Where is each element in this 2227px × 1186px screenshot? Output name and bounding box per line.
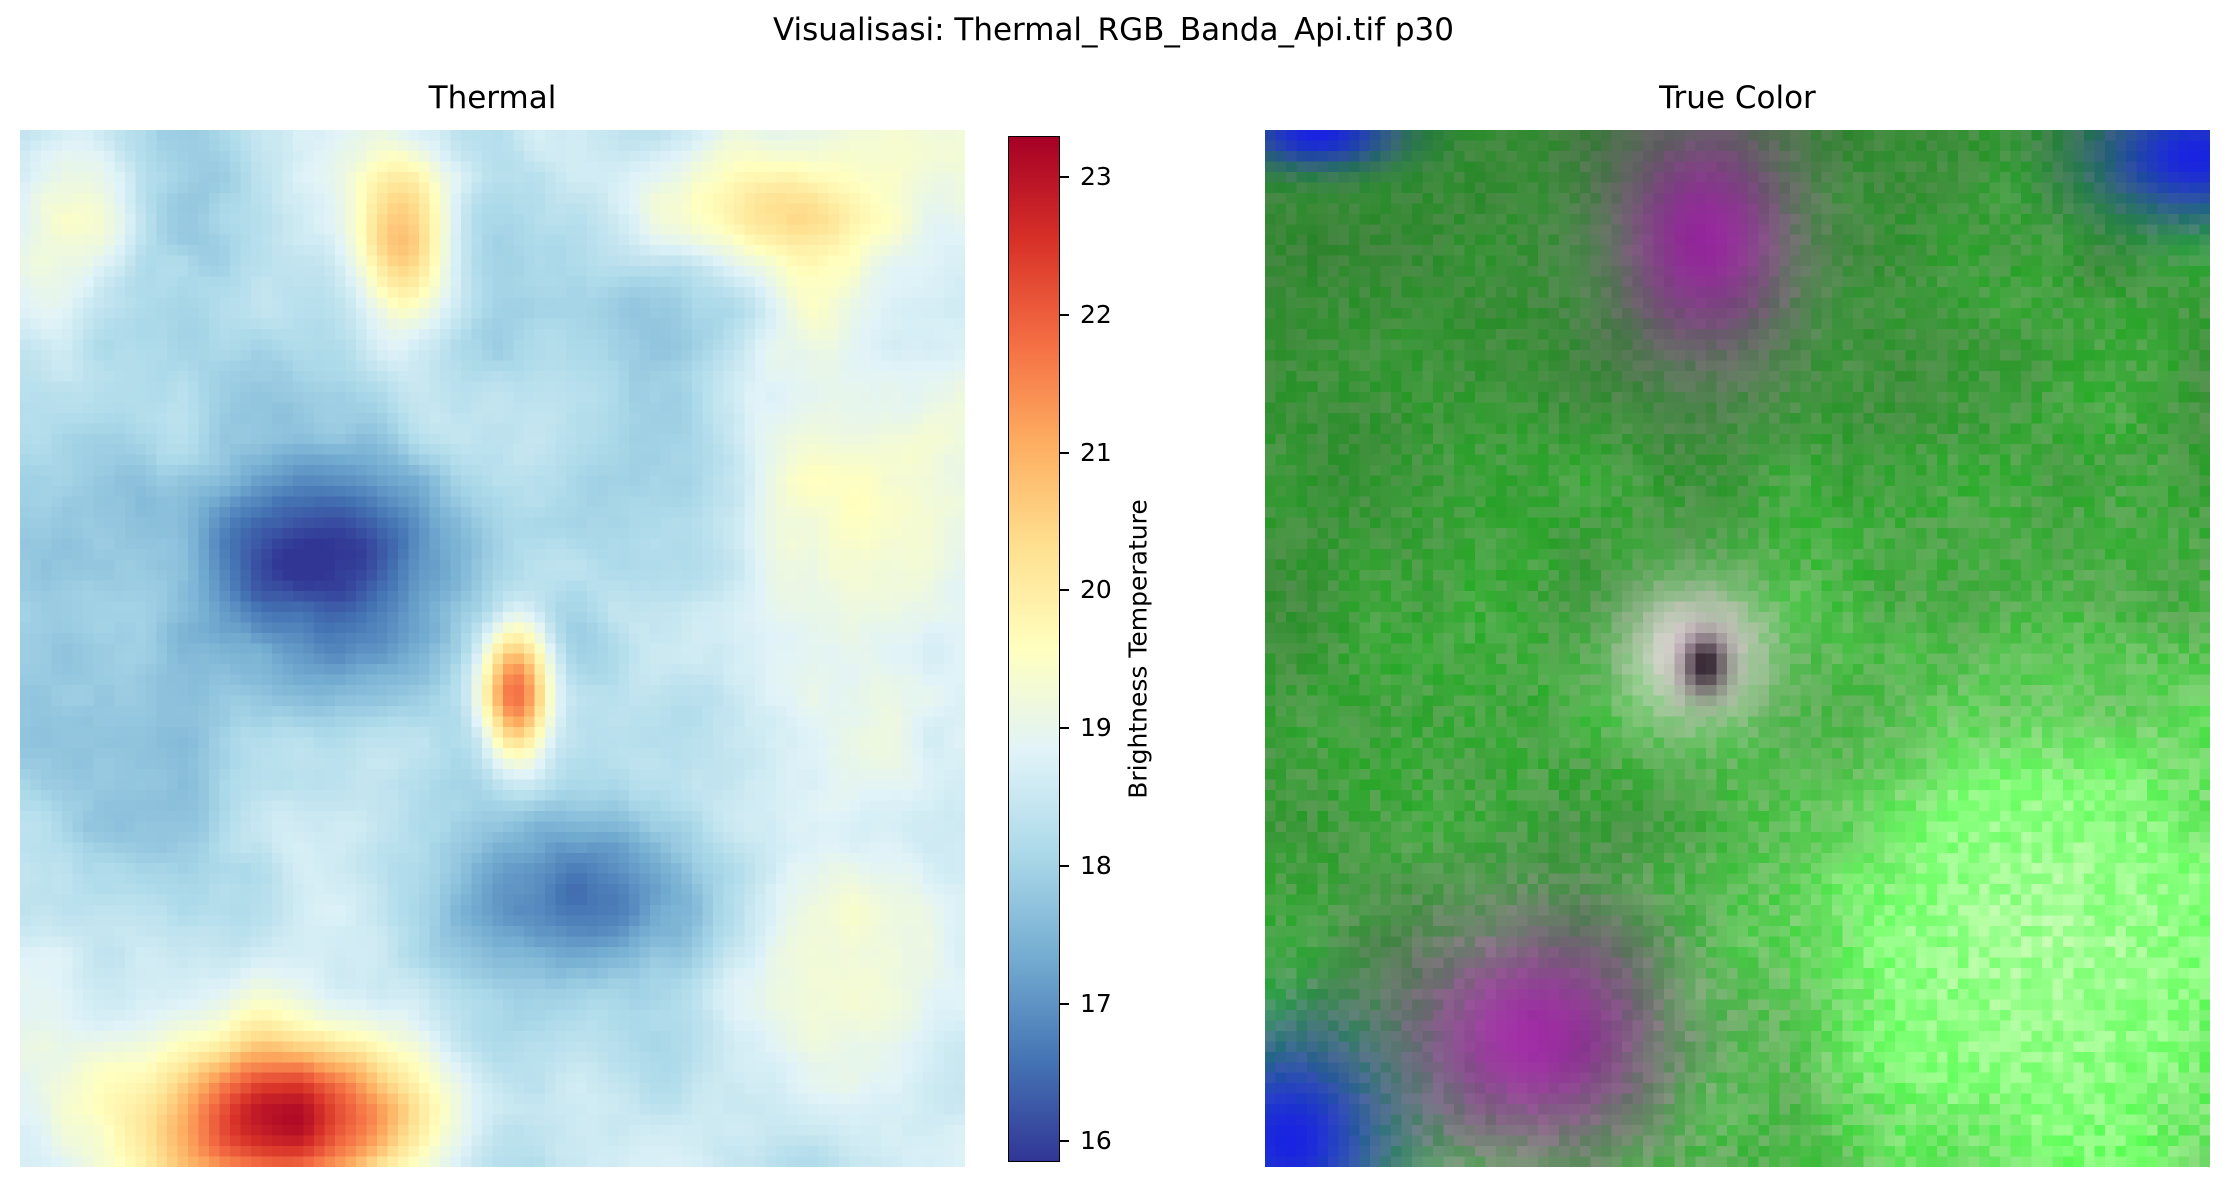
colorbar-tick-mark — [1060, 314, 1069, 317]
colorbar-tick-label: 22 — [1080, 300, 1112, 330]
colorbar-tick-mark — [1060, 451, 1069, 454]
colorbar-tick-mark — [1060, 864, 1069, 867]
colorbar-tick-label: 21 — [1080, 437, 1112, 467]
truecolor-image — [1265, 130, 2210, 1167]
colorbar-tick-label: 17 — [1080, 988, 1112, 1018]
colorbar-tick-mark — [1060, 589, 1069, 592]
thermal-panel-title: Thermal — [428, 80, 557, 116]
colorbar-tick-label: 18 — [1080, 850, 1112, 880]
colorbar-tick-mark — [1060, 1002, 1069, 1005]
figure-title: Visualisasi: Thermal_RGB_Banda_Api.tif p… — [773, 12, 1454, 48]
colorbar-tick-label: 20 — [1080, 575, 1112, 605]
thermal-heatmap — [20, 130, 965, 1167]
colorbar-label: Brightness Temperature — [1123, 499, 1153, 799]
colorbar-tick-label: 16 — [1080, 1126, 1112, 1156]
colorbar-tick-label: 19 — [1080, 713, 1112, 743]
colorbar-tick-mark — [1060, 176, 1069, 179]
colorbar — [1008, 136, 1060, 1162]
colorbar-tick-mark — [1060, 727, 1069, 730]
colorbar-gradient — [1009, 137, 1059, 1161]
colorbar-tick-label: 23 — [1080, 162, 1112, 192]
truecolor-panel-title: True Color — [1659, 80, 1816, 116]
colorbar-tick-mark — [1060, 1140, 1069, 1143]
